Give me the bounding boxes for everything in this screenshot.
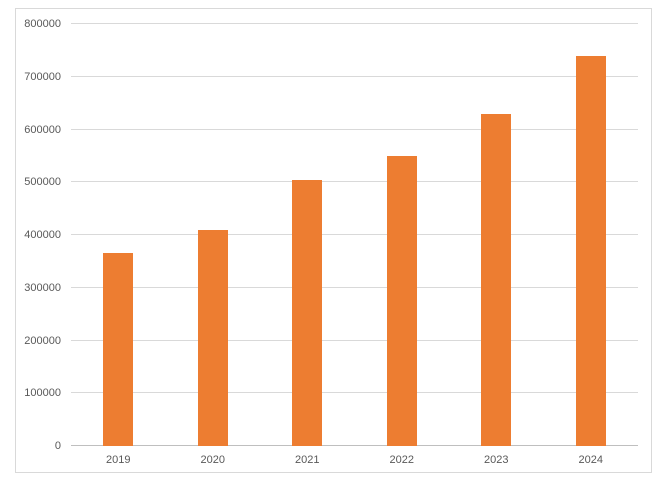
gridline <box>71 128 638 130</box>
y-tick-label: 500000 <box>24 176 61 189</box>
gridline <box>71 234 638 235</box>
y-tick-label: 800000 <box>24 18 61 30</box>
x-tick-label: 2024 <box>578 454 603 466</box>
y-tick-label: 700000 <box>24 70 61 83</box>
gridline <box>71 181 638 183</box>
y-axis: 0 100000 200000 300000 400000 500000 600000 700… <box>16 18 61 452</box>
gridline <box>71 286 638 288</box>
bar-2022 <box>386 156 417 446</box>
bar-2021 <box>292 180 323 446</box>
x-tick-label: 2021 <box>295 454 320 466</box>
x-tick-label: 2020 <box>200 454 225 466</box>
bar-2024 <box>575 56 606 446</box>
gridline <box>71 339 638 341</box>
bar-2019 <box>103 253 134 446</box>
bars-layer <box>71 24 638 446</box>
gridline <box>71 23 638 24</box>
y-tick-label: 0 <box>54 440 61 452</box>
y-tick-label: 600000 <box>24 123 61 136</box>
x-tick-label: 2023 <box>484 454 509 466</box>
bar-2023 <box>481 114 512 446</box>
x-axis-line <box>71 445 638 446</box>
chart-frame: 0 100000 200000 300000 400000 500000 600000 700… <box>15 8 652 473</box>
x-tick-label: 2019 <box>106 454 131 466</box>
y-tick-label: 400000 <box>24 229 61 241</box>
y-tick-label: 100000 <box>24 387 61 400</box>
plot-area <box>71 23 638 446</box>
gridline <box>71 75 638 77</box>
gridline <box>71 392 638 394</box>
bar-2020 <box>197 230 228 446</box>
y-tick-label: 300000 <box>24 281 61 294</box>
x-tick-label: 2022 <box>389 454 414 466</box>
y-tick-label: 200000 <box>24 334 61 347</box>
x-axis: 2019 2020 2021 2022 2023 2024 <box>71 452 638 468</box>
